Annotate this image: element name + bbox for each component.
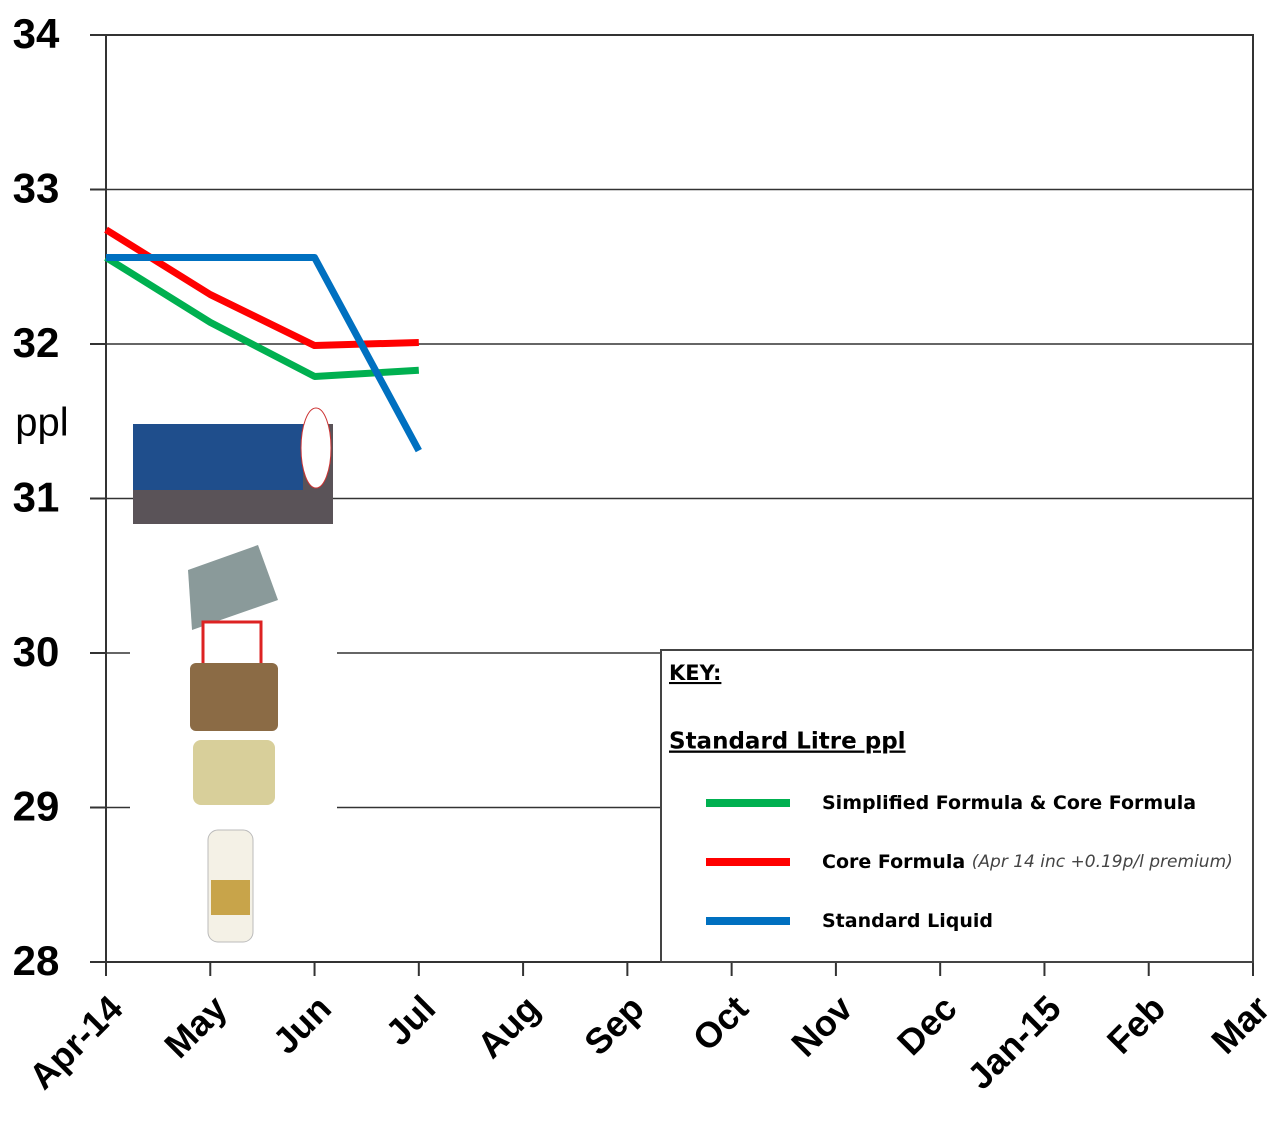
series-line: [106, 253, 422, 453]
logo-banner: [133, 424, 303, 490]
legend-name: Core Formula: [822, 851, 965, 873]
legend-subtitle: Standard Litre ppl: [669, 729, 906, 755]
x-tick-label: Jan-15: [959, 987, 1069, 1097]
x-tick-label: Oct: [685, 987, 756, 1058]
y-tick-label: 32: [13, 319, 60, 366]
y-tick-label: 34: [13, 10, 60, 57]
lines: [104, 226, 422, 453]
x-tick-label: Feb: [1099, 987, 1173, 1061]
y-tick-label: 28: [13, 937, 60, 984]
series-line: [104, 226, 419, 350]
legend: KEY: Standard Litre ppl Simplified Formu…: [660, 649, 1254, 963]
y-axis-label: ppl: [15, 401, 68, 445]
legend-label: Simplified Formula & Core Formula: [822, 792, 1196, 814]
y-tick-label: 30: [13, 628, 60, 675]
x-tick-label: Jul: [377, 987, 443, 1053]
image-diesel-sign: [201, 620, 263, 672]
image-cream-tub: [193, 740, 275, 805]
x-tick-label: Jun: [265, 987, 339, 1061]
y-tick-label: 33: [13, 165, 60, 212]
x-tick-label: Nov: [783, 987, 860, 1064]
x-tick-label: Apr-14: [21, 987, 131, 1097]
legend-label: Standard Liquid: [822, 910, 993, 932]
logo-badge: [300, 407, 332, 489]
y-tick-label: 31: [13, 474, 60, 521]
legend-title: KEY:: [669, 661, 721, 685]
image-pellets: [190, 663, 278, 731]
x-tick-label: Sep: [576, 987, 652, 1063]
image-bottle-label: [211, 880, 250, 915]
x-tick-label: Mar: [1203, 987, 1271, 1061]
legend-label: Core Formula (Apr 14 inc +0.19p/l premiu…: [822, 851, 1233, 873]
image-packets: [188, 545, 278, 630]
series-line: [104, 254, 420, 380]
legend-name: Simplified Formula & Core Formula: [822, 792, 1196, 814]
x-tick-label: Aug: [469, 987, 547, 1065]
x-tick-label: May: [156, 987, 235, 1066]
legend-note: (Apr 14 inc +0.19p/l premium): [972, 852, 1233, 872]
y-tick-label: 29: [13, 783, 60, 830]
legend-name: Standard Liquid: [822, 910, 993, 932]
product-images: [130, 407, 337, 950]
legend-items: Simplified Formula & Core Formula Core Fo…: [706, 792, 1233, 932]
x-tick-label: Dec: [889, 987, 965, 1063]
